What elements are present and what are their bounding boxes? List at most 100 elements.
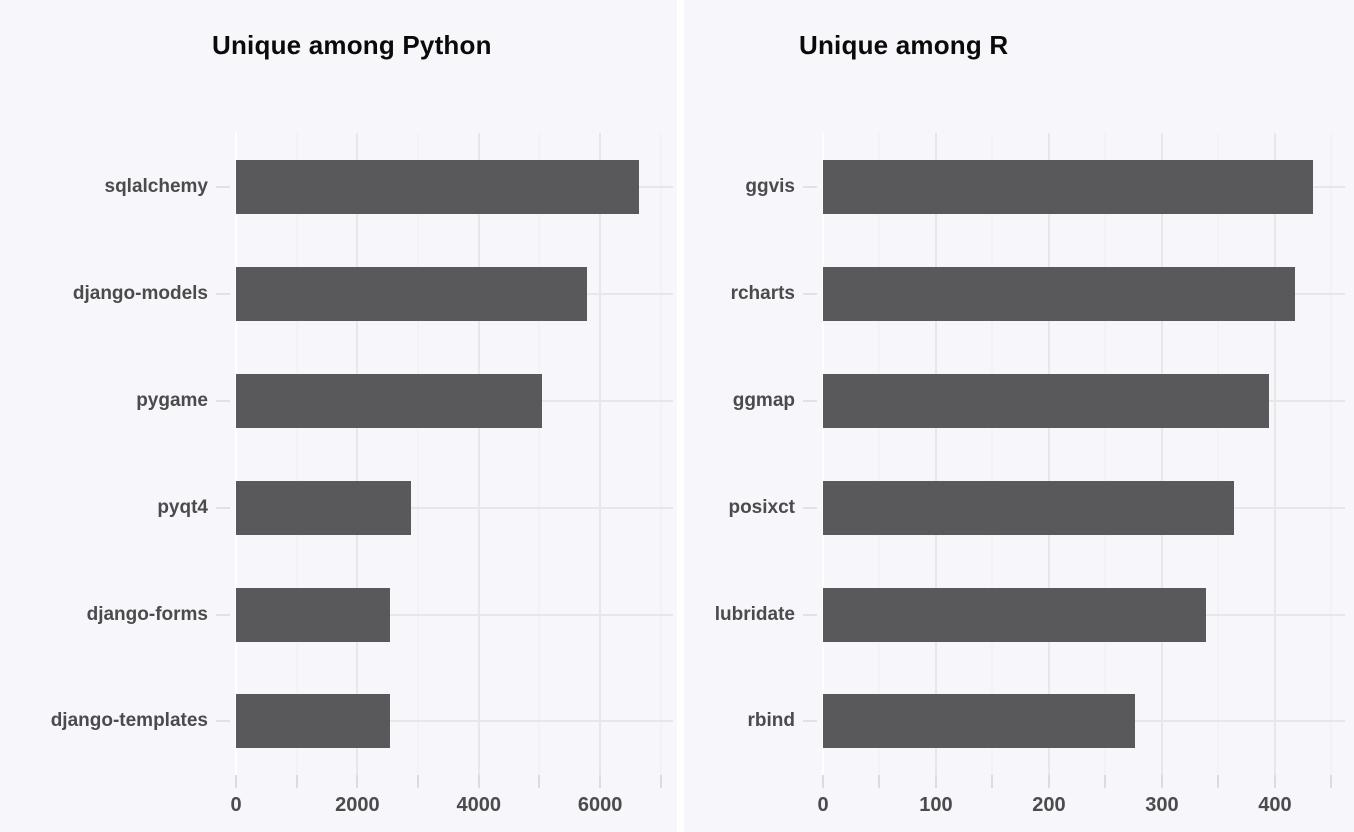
row-gridline [236,613,673,616]
x-axis-tick-label: 0 [230,794,242,816]
y-axis-label-row: ggmap [684,347,823,454]
y-axis-tick [216,506,230,509]
gridline-minor-vertical [878,133,880,775]
chart-title-r: Unique among R [799,29,1009,60]
plot-panel-r [822,133,1345,775]
y-axis-tick [216,185,230,188]
x-axis-tick [417,775,420,788]
bar-sqlalchemy [236,159,639,214]
x-axis-tick-label: 100 [919,794,953,816]
x-axis-tick [235,775,237,788]
bar-rows [823,133,1345,775]
y-axis-label: django-forms [86,603,208,625]
y-axis-label-row: django-forms [0,561,236,668]
gridline-minor-vertical [660,133,662,775]
x-axis-tick [599,775,602,788]
chart-title-python: Unique among Python [212,29,492,60]
y-axis-tick [803,506,817,509]
bar-row [823,668,1345,775]
x-axis-area-python: 0 2000 4000 6000 [230,775,673,832]
y-axis-labels-python: sqlalchemy django-models pygame pyqt4 django… [0,133,236,775]
gridline-major-vertical [1047,133,1050,775]
x-axis-tick-label: 200 [1032,794,1066,816]
y-axis-label-row: rcharts [684,240,823,347]
plot-panel-python [235,133,673,775]
y-axis-label: pygame [136,389,208,411]
bar-row [236,454,673,561]
x-axis-tick [1160,775,1163,788]
y-axis-label: rcharts [730,282,795,304]
y-axis-tick [216,399,230,402]
y-axis-tick [803,613,817,616]
python-unique-chart: Unique among Python sqlalchemy django-mod… [0,29,673,832]
x-axis-tick-label: 300 [1145,794,1179,816]
y-axis-label-row: pyqt4 [0,454,236,561]
y-axis-label-row: rbind [684,668,823,775]
chart-main-r: ggvis rcharts ggmap posixct lubridate rbind [684,133,1354,775]
gridline-major-vertical [599,133,602,775]
x-axis-tick [934,775,937,788]
bar-django-templates [236,694,390,749]
y-axis-tick [216,292,230,295]
bar-row [823,347,1345,454]
bar-ggmap [823,373,1270,428]
y-axis-label-row: posixct [684,454,823,561]
gridline-major-vertical [356,133,359,775]
x-axis-tick [1104,775,1107,788]
bar-pygame [236,373,542,428]
bar-lubridate [823,587,1207,642]
y-axis-label: posixct [728,496,795,518]
gridline-minor-vertical [1104,133,1106,775]
y-axis-label: django-models [72,282,208,304]
x-axis-tick [659,775,662,788]
y-axis-label-row: lubridate [684,561,823,668]
y-axis-labels-r: ggvis rcharts ggmap posixct lubridate rbind [684,133,823,775]
gridline-major-vertical [1160,133,1163,775]
gridline-major-vertical [934,133,937,775]
bar-django-models [236,266,588,321]
x-axis-tick [538,775,541,788]
gridline-minor-vertical [1217,133,1219,775]
x-axis-tick [1217,775,1220,788]
bar-row [236,240,673,347]
bar-row [236,561,673,668]
x-axis-r: 0 100 200 300 400 [684,775,1354,832]
bar-row [823,240,1345,347]
x-axis-tick-label: 4000 [456,794,502,816]
x-axis-tick [1273,775,1276,788]
y-axis-label: sqlalchemy [104,175,209,197]
bar-row [236,347,673,454]
bar-row [236,133,673,240]
y-axis-tick [803,185,817,188]
y-axis-label-row: django-templates [0,668,236,775]
bar-rcharts [823,266,1296,321]
bar-row [823,561,1345,668]
bar-row [823,133,1345,240]
y-axis-label-row: ggvis [684,133,823,240]
x-axis-tick [991,775,994,788]
y-axis-tick [803,720,817,723]
gridline-minor-vertical [991,133,993,775]
bar-django-forms [236,587,391,642]
y-axis-tick [803,292,817,295]
x-axis-area-r: 0 100 200 300 400 [817,775,1345,832]
row-gridline [236,506,673,509]
x-axis-tick-label: 400 [1258,794,1292,816]
y-axis-label-row: django-models [0,240,236,347]
y-axis-label: ggvis [745,175,795,197]
y-axis-tick [803,399,817,402]
gridline-minor-vertical [417,133,419,775]
x-axis-tick [822,775,824,788]
y-axis-label: rbind [747,710,796,732]
gridline-minor-vertical [538,133,540,775]
bar-rbind [823,694,1135,749]
zero-gridline [235,133,237,775]
y-axis-tick [216,613,230,616]
x-axis-spacer [0,775,236,832]
y-axis-label: ggmap [732,389,795,411]
zero-gridline [822,133,824,775]
bar-rows [236,133,673,775]
gridline-major-vertical [1273,133,1276,775]
gridline-minor-vertical [296,133,298,775]
x-axis-tick [356,775,359,788]
